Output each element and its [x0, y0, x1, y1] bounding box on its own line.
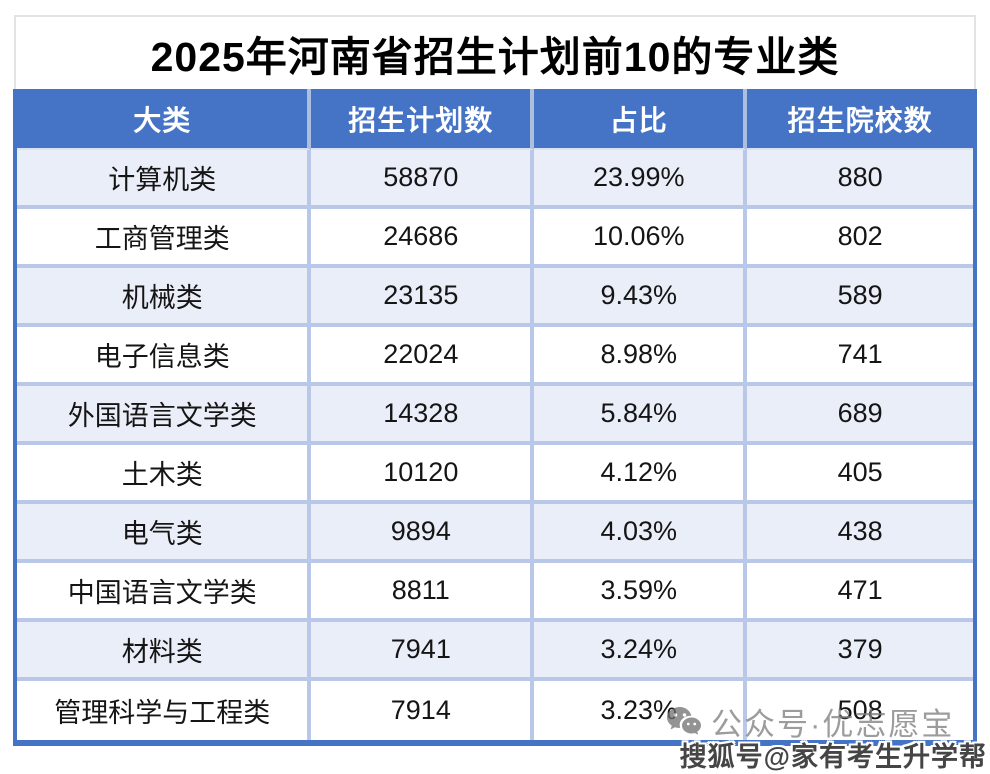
table-row: 机械类 23135 9.43% 589	[17, 268, 973, 327]
table-cell: 4.12%	[534, 445, 748, 504]
table-row: 外国语言文学类 14328 5.84% 689	[17, 386, 973, 445]
table-row: 电子信息类 22024 8.98% 741	[17, 327, 973, 386]
table-cell: 23.99%	[534, 150, 748, 209]
table-cell: 电气类	[17, 504, 312, 563]
table-cell: 10120	[311, 445, 535, 504]
table-cell: 10.06%	[534, 209, 748, 268]
col-header-percentage: 占比	[534, 89, 748, 150]
table-body: 计算机类 58870 23.99% 880 工商管理类 24686 10.06% 802 机械类…	[17, 150, 973, 740]
table-header-row: 大类 招生计划数 占比 招生院校数	[17, 89, 973, 150]
table-cell: 880	[747, 150, 973, 209]
table-cell: 管理科学与工程类	[17, 681, 312, 740]
table-cell: 材料类	[17, 622, 312, 681]
table-cell: 电子信息类	[17, 327, 312, 386]
table-cell: 58870	[311, 150, 535, 209]
table-cell: 5.84%	[534, 386, 748, 445]
table-cell: 23135	[311, 268, 535, 327]
table-row: 管理科学与工程类 7914 3.23% 508	[17, 681, 973, 740]
table-row: 材料类 7941 3.24% 379	[17, 622, 973, 681]
table-cell: 4.03%	[534, 504, 748, 563]
table-row: 计算机类 58870 23.99% 880	[17, 150, 973, 209]
table-cell: 471	[747, 563, 973, 622]
table-cell: 508	[747, 681, 973, 740]
table-cell: 8.98%	[534, 327, 748, 386]
table-cell: 379	[747, 622, 973, 681]
table-cell: 24686	[311, 209, 535, 268]
table-row: 工商管理类 24686 10.06% 802	[17, 209, 973, 268]
col-header-plan-count: 招生计划数	[311, 89, 535, 150]
table-cell: 802	[747, 209, 973, 268]
table-cell: 8811	[311, 563, 535, 622]
table-cell: 9.43%	[534, 268, 748, 327]
table-cell: 土木类	[17, 445, 312, 504]
table-cell: 外国语言文学类	[17, 386, 312, 445]
col-header-category: 大类	[17, 89, 312, 150]
table-cell: 机械类	[17, 268, 312, 327]
table-cell: 3.24%	[534, 622, 748, 681]
table-cell: 3.59%	[534, 563, 748, 622]
table-cell: 7941	[311, 622, 535, 681]
table-row: 土木类 10120 4.12% 405	[17, 445, 973, 504]
table-cell: 工商管理类	[17, 209, 312, 268]
table-cell: 438	[747, 504, 973, 563]
table-cell: 22024	[311, 327, 535, 386]
table-cell: 3.23%	[534, 681, 748, 740]
enrollment-table: 大类 招生计划数 占比 招生院校数 计算机类 58870 23.99% 880 工商管理…	[13, 89, 977, 746]
table-cell: 14328	[311, 386, 535, 445]
table-cell: 405	[747, 445, 973, 504]
table-cell: 689	[747, 386, 973, 445]
table-head: 大类 招生计划数 占比 招生院校数	[17, 89, 973, 150]
table-cell: 7914	[311, 681, 535, 740]
table-cell: 计算机类	[17, 150, 312, 209]
table-cell: 中国语言文学类	[17, 563, 312, 622]
table-row: 电气类 9894 4.03% 438	[17, 504, 973, 563]
col-header-school-count: 招生院校数	[747, 89, 973, 150]
table-cell: 9894	[311, 504, 535, 563]
table-cell: 741	[747, 327, 973, 386]
page-title: 2025年河南省招生计划前10的专业类	[14, 15, 976, 89]
table-cell: 589	[747, 268, 973, 327]
table-row: 中国语言文学类 8811 3.59% 471	[17, 563, 973, 622]
